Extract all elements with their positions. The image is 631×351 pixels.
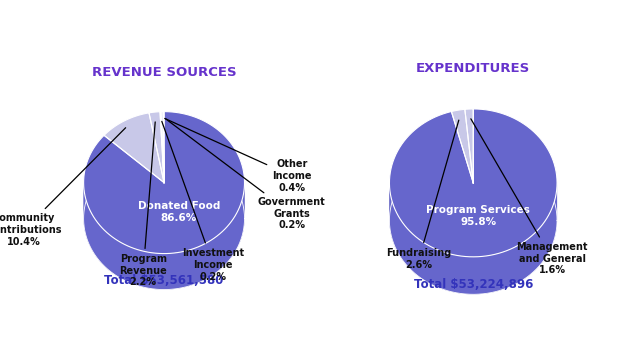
Text: Total $53,561,580: Total $53,561,580 (104, 274, 224, 287)
Text: Government
Grants
0.2%: Government Grants 0.2% (166, 119, 326, 231)
Text: Other
Income
0.4%: Other Income 0.4% (165, 118, 312, 193)
Polygon shape (389, 183, 557, 294)
Polygon shape (84, 183, 244, 290)
Polygon shape (104, 113, 164, 183)
Polygon shape (83, 183, 245, 290)
Polygon shape (163, 112, 164, 183)
Text: Donated Food
86.6%: Donated Food 86.6% (138, 201, 220, 223)
Text: Total $53,224,896: Total $53,224,896 (413, 278, 533, 291)
Polygon shape (160, 112, 164, 183)
Polygon shape (465, 109, 473, 183)
Text: REVENUE SOURCES: REVENUE SOURCES (91, 66, 237, 79)
Text: Community
Contributions
10.4%: Community Contributions 10.4% (0, 128, 126, 246)
Polygon shape (84, 112, 244, 253)
Polygon shape (389, 183, 557, 294)
Text: Management
and General
1.6%: Management and General 1.6% (471, 119, 588, 276)
Text: EXPENDITURES: EXPENDITURES (416, 62, 531, 75)
Text: Fundraising
2.6%: Fundraising 2.6% (386, 120, 459, 270)
Text: Program
Revenue
2.2%: Program Revenue 2.2% (119, 122, 167, 287)
Polygon shape (149, 112, 164, 183)
Polygon shape (161, 112, 164, 183)
Polygon shape (451, 109, 473, 183)
Text: Investment
Income
0.2%: Investment Income 0.2% (162, 121, 244, 282)
Polygon shape (389, 109, 557, 257)
Text: Program Services
95.8%: Program Services 95.8% (427, 205, 530, 227)
